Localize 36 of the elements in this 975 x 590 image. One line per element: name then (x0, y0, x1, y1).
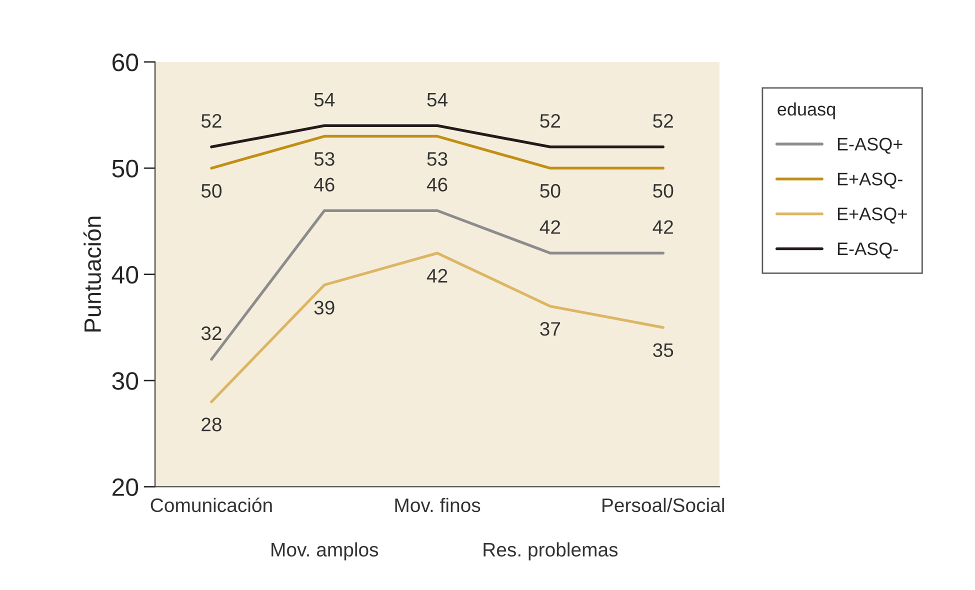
y-axis-title: Puntuación (83, 216, 102, 332)
data-label: 42 (426, 268, 448, 282)
x-tick-label: Mov. finos (395, 498, 480, 512)
data-label: 53 (314, 152, 334, 166)
data-label: 52 (201, 114, 222, 128)
data-label: 53 (427, 152, 448, 166)
data-label: 54 (427, 92, 448, 107)
y-tick-label: 20 (112, 478, 138, 496)
legend-label: E-ASQ- (838, 242, 898, 258)
data-label: 46 (314, 178, 334, 192)
data-label: 39 (314, 300, 334, 315)
legend-label: E+ASQ- (838, 172, 902, 189)
data-label: 52 (540, 114, 560, 128)
legend-title: eduasq (778, 102, 835, 120)
data-label: 46 (426, 178, 448, 192)
y-tick-label: 30 (112, 372, 138, 390)
legend-label: E-ASQ+ (838, 138, 902, 154)
data-label: 50 (653, 184, 674, 198)
data-label: 52 (653, 114, 673, 128)
data-label: 42 (652, 220, 673, 234)
data-label: 35 (653, 343, 674, 358)
data-label: 37 (540, 322, 560, 336)
y-tick-label: 40 (112, 266, 138, 284)
y-tick-label: 60 (112, 54, 138, 72)
y-tick-label: 50 (112, 160, 138, 178)
data-label: 28 (202, 418, 222, 432)
data-label: 42 (540, 220, 560, 234)
x-tick-label: Comunicación (150, 498, 272, 512)
x-tick-label: Persoal/Social (602, 498, 724, 512)
data-label: 50 (201, 184, 222, 198)
x-tick-label: Mov. amplos (272, 542, 378, 560)
legend-label: E+ASQ+ (838, 208, 907, 224)
x-tick-label: Res. problemas (484, 542, 618, 560)
data-label: 54 (314, 92, 335, 107)
data-label: 32 (201, 326, 222, 340)
data-label: 50 (540, 184, 560, 198)
